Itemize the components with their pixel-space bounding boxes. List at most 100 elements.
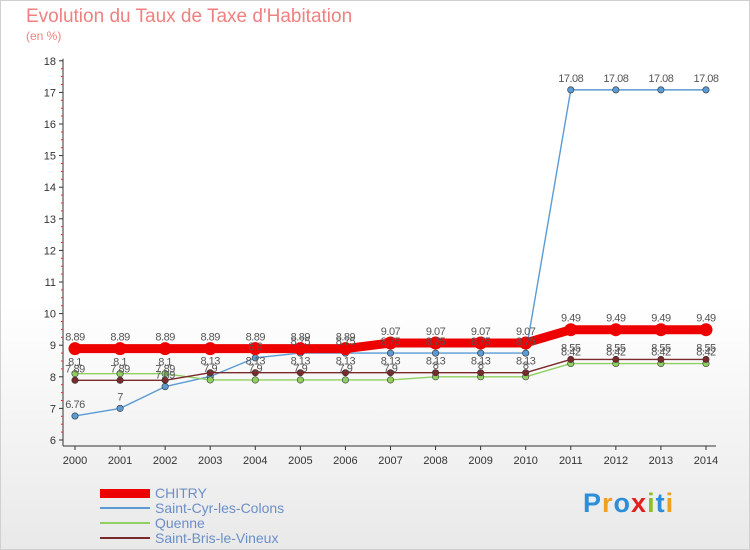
y-tick-label: 10 bbox=[44, 309, 56, 321]
x-tick-label: 2013 bbox=[649, 455, 673, 467]
data-label: 8 bbox=[523, 360, 529, 372]
data-point bbox=[567, 86, 575, 94]
legend-item-saint-bris: Saint-Bris-le-Vineux bbox=[100, 530, 420, 546]
data-point bbox=[338, 342, 352, 356]
data-point bbox=[657, 355, 665, 363]
legend-item-quenne: Quenne bbox=[100, 515, 420, 531]
y-tick-label: 13 bbox=[44, 214, 56, 226]
legend-swatch-chitry bbox=[100, 489, 150, 498]
data-label: 8.89 bbox=[336, 332, 356, 344]
data-label: 8.75 bbox=[381, 336, 401, 348]
line-chart: 6 7 8 9 10 11 12 13 14 15 16 17 18 2000 2001 2002 2003 20… bbox=[44, 56, 720, 467]
logo-letter: x bbox=[631, 488, 648, 518]
data-label: 8.89 bbox=[291, 332, 311, 344]
series-points bbox=[68, 86, 713, 420]
x-tick-label: 2012 bbox=[604, 455, 628, 467]
data-label: 8.89 bbox=[200, 332, 220, 344]
data-point bbox=[522, 349, 530, 357]
x-tick-label: 2004 bbox=[243, 455, 267, 467]
data-label: 17.08 bbox=[648, 73, 673, 85]
data-label: 8.89 bbox=[155, 332, 175, 344]
data-point bbox=[383, 336, 397, 350]
data-point bbox=[432, 369, 440, 377]
data-label: 7.89 bbox=[155, 363, 175, 375]
data-point bbox=[341, 369, 349, 377]
chart-subtitle: (en %) bbox=[26, 29, 62, 43]
x-tick-label: 2002 bbox=[153, 455, 177, 467]
logo-letter: i bbox=[665, 488, 675, 518]
data-label: 7.9 bbox=[384, 363, 398, 375]
x-tick-label: 2003 bbox=[198, 455, 222, 467]
data-point bbox=[564, 323, 578, 337]
data-label: 9.49 bbox=[606, 313, 626, 325]
data-point bbox=[429, 336, 443, 350]
data-label: 9.07 bbox=[516, 326, 536, 338]
data-label: 7.9 bbox=[248, 363, 262, 375]
x-tick-label: 2000 bbox=[63, 455, 87, 467]
chart-title: Evolution du Taux de Taxe d'Habitation bbox=[26, 6, 353, 27]
data-point bbox=[432, 349, 440, 357]
data-label: 7 bbox=[117, 391, 123, 403]
legend-label-saint-bris: Saint-Bris-le-Vineux bbox=[155, 530, 279, 546]
data-label: 7.89 bbox=[65, 363, 85, 375]
legend-item-chitry: CHITRY bbox=[100, 485, 420, 501]
data-label: 17.08 bbox=[693, 73, 718, 85]
data-label: 8.55 bbox=[651, 342, 671, 354]
data-label: 17.08 bbox=[603, 73, 628, 85]
data-point bbox=[161, 376, 169, 384]
logo-letter: i bbox=[647, 488, 656, 518]
y-tick-label: 7 bbox=[50, 403, 56, 415]
legend-swatch-saint-bris bbox=[100, 537, 150, 539]
y-tick-label: 14 bbox=[44, 182, 56, 194]
data-label: 8 bbox=[478, 360, 484, 372]
data-point bbox=[477, 369, 485, 377]
data-label: 8.42 bbox=[651, 347, 671, 359]
data-label: 8.89 bbox=[110, 332, 130, 344]
data-label: 9.49 bbox=[696, 313, 716, 325]
data-point bbox=[477, 349, 485, 357]
y-tick-label: 11 bbox=[45, 277, 56, 289]
data-label: 8.6 bbox=[248, 341, 262, 353]
data-label: 7.69 bbox=[155, 370, 175, 382]
data-label: 17.08 bbox=[558, 73, 583, 85]
data-label: 7.89 bbox=[110, 363, 130, 375]
data-label: 8.1 bbox=[158, 357, 172, 369]
legend-swatch-saint-cyr bbox=[100, 507, 150, 509]
data-label: 8.42 bbox=[561, 347, 581, 359]
data-label: 8.89 bbox=[65, 332, 85, 344]
data-label: 8.13 bbox=[516, 356, 536, 368]
legend-swatch-quenne bbox=[100, 522, 150, 524]
data-label: 9.49 bbox=[561, 313, 581, 325]
logo-letter: r bbox=[602, 488, 614, 518]
data-label: 8.13 bbox=[471, 356, 491, 368]
y-tick-label: 15 bbox=[44, 151, 56, 163]
data-label: 6.76 bbox=[65, 399, 85, 411]
data-point bbox=[699, 323, 713, 337]
data-point bbox=[206, 376, 214, 384]
data-point bbox=[657, 86, 665, 94]
x-tick-label: 2014 bbox=[694, 455, 718, 467]
data-point bbox=[612, 355, 620, 363]
y-tick-label: 9 bbox=[50, 340, 56, 352]
x-tick-label: 2006 bbox=[333, 455, 357, 467]
x-tick-label: 2008 bbox=[423, 455, 447, 467]
data-point bbox=[522, 369, 530, 377]
data-label: 9.07 bbox=[426, 326, 446, 338]
data-point bbox=[296, 369, 304, 377]
data-label: 9.07 bbox=[471, 326, 491, 338]
data-label: 8.75 bbox=[471, 336, 491, 348]
data-point bbox=[161, 383, 169, 391]
data-point bbox=[386, 349, 394, 357]
data-label: 8.75 bbox=[516, 336, 536, 348]
data-label: 8.13 bbox=[336, 356, 356, 368]
data-label: 7.9 bbox=[203, 363, 217, 375]
data-label: 8.75 bbox=[291, 336, 311, 348]
data-point bbox=[251, 376, 259, 384]
data-label: 8.42 bbox=[696, 347, 716, 359]
proxiti-logo: Proxiti bbox=[583, 488, 674, 519]
data-point bbox=[116, 376, 124, 384]
data-label: 7.9 bbox=[293, 363, 307, 375]
data-labels: 8.89 8.89 8.89 8.89 8.89 8.89 8.89 9.07 9.07 9.07… bbox=[65, 73, 719, 411]
data-label: 8.13 bbox=[381, 356, 401, 368]
